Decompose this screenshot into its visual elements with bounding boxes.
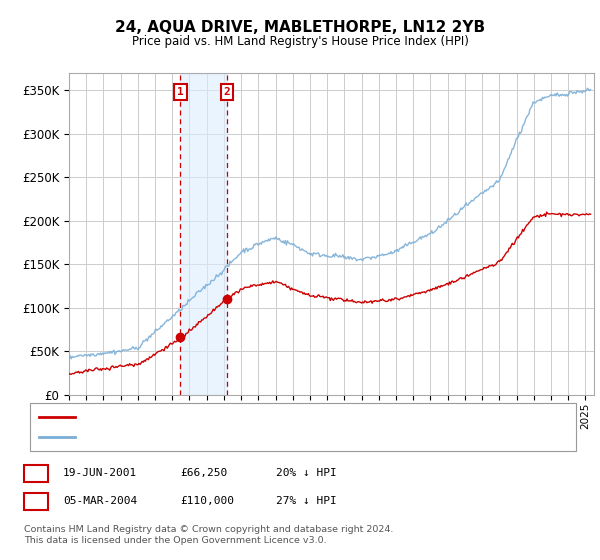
Text: 27% ↓ HPI: 27% ↓ HPI	[276, 496, 337, 506]
Text: £66,250: £66,250	[180, 468, 227, 478]
Text: 19-JUN-2001: 19-JUN-2001	[63, 468, 137, 478]
Text: 20% ↓ HPI: 20% ↓ HPI	[276, 468, 337, 478]
Text: £110,000: £110,000	[180, 496, 234, 506]
Text: HPI: Average price, detached house, East Lindsey: HPI: Average price, detached house, East…	[81, 432, 352, 442]
Bar	[181, 73, 227, 395]
Text: Contains HM Land Registry data © Crown copyright and database right 2024.
This d: Contains HM Land Registry data © Crown c…	[24, 525, 394, 545]
Text: 24, AQUA DRIVE, MABLETHORPE, LN12 2YB: 24, AQUA DRIVE, MABLETHORPE, LN12 2YB	[115, 20, 485, 35]
Text: 2: 2	[223, 87, 230, 97]
Text: 1: 1	[32, 468, 40, 478]
Text: 1: 1	[177, 87, 184, 97]
Text: 24, AQUA DRIVE, MABLETHORPE, LN12 2YB (detached house): 24, AQUA DRIVE, MABLETHORPE, LN12 2YB (d…	[81, 412, 418, 422]
Text: 05-MAR-2004: 05-MAR-2004	[63, 496, 137, 506]
Text: 2: 2	[32, 496, 40, 506]
Text: Price paid vs. HM Land Registry's House Price Index (HPI): Price paid vs. HM Land Registry's House …	[131, 35, 469, 48]
